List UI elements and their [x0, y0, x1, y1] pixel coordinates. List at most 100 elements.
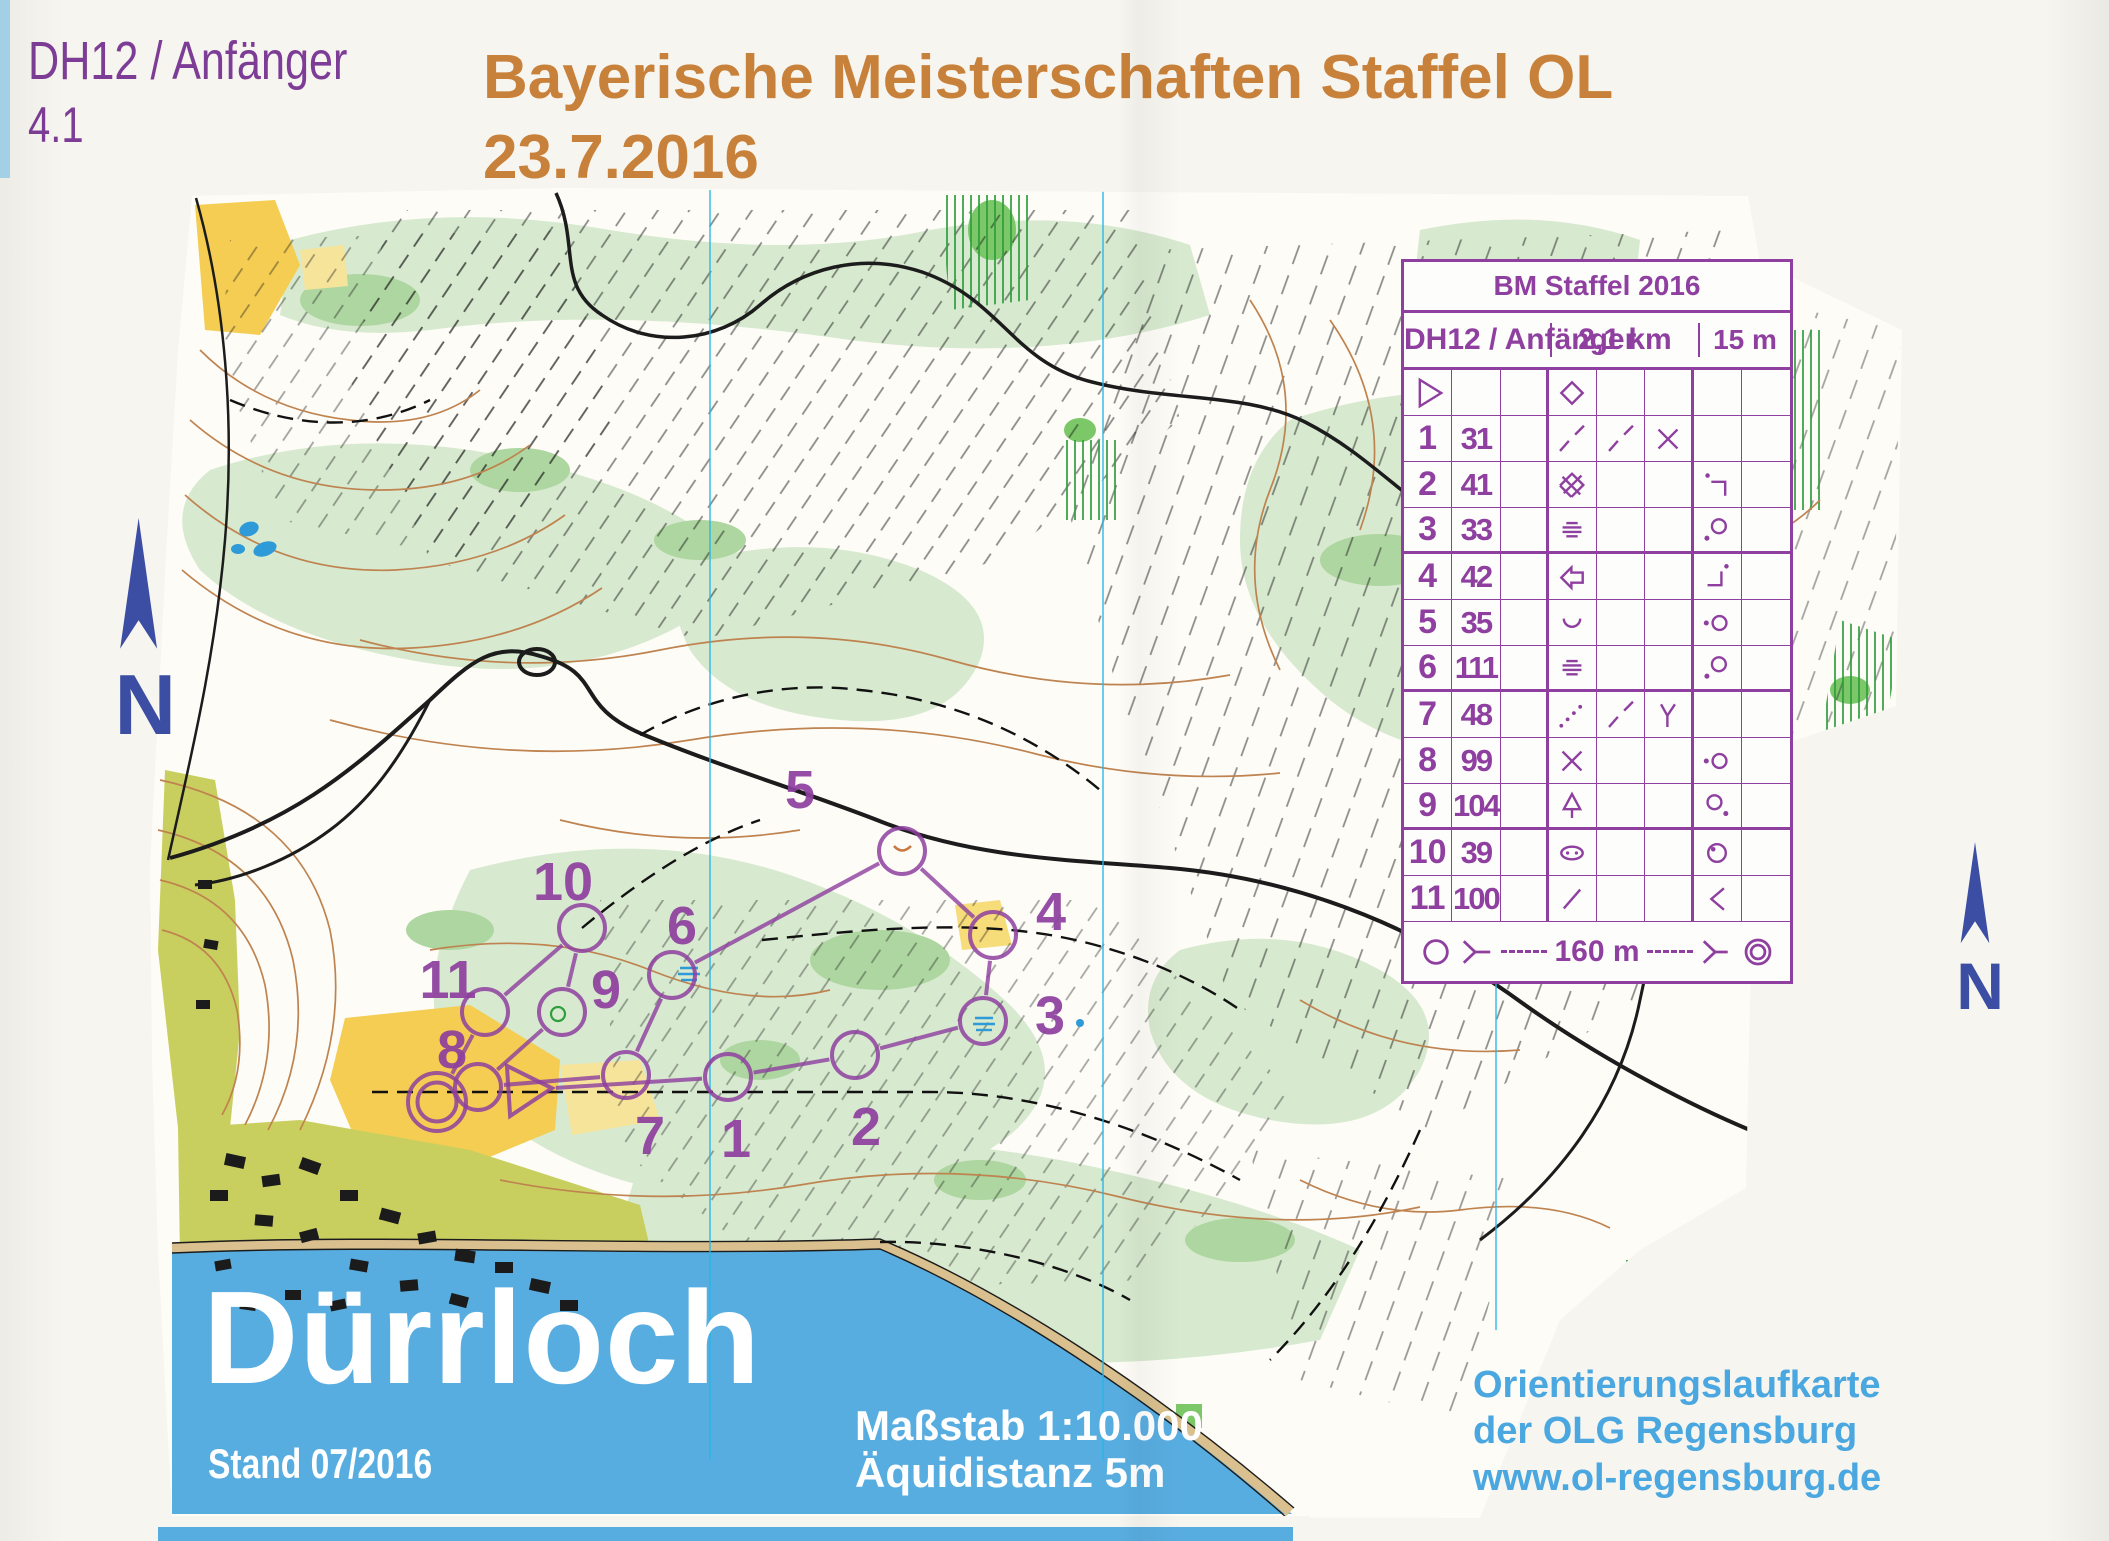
- control-description-cell: [1597, 600, 1646, 645]
- scan-bottom-strip: [158, 1527, 1293, 1541]
- path2dash-icon: [1559, 424, 1586, 452]
- control-description-cell: [1549, 830, 1597, 875]
- control-description-cell: [1597, 554, 1646, 599]
- course-leg-line: [503, 943, 564, 997]
- control-description-cell: [1501, 462, 1549, 507]
- map-credits: Orientierungslaufkarte der OLG Regensbur…: [1473, 1362, 1881, 1501]
- control-circle-3: [958, 996, 1008, 1046]
- scan-edge-artifact: [0, 0, 10, 178]
- circ-in-icon: [1707, 842, 1728, 863]
- control-description-cell: [1742, 554, 1790, 599]
- control-description-cell: [1549, 600, 1597, 645]
- control-card-length: 2,1 km: [1552, 323, 1700, 357]
- control-circle-10: [557, 903, 607, 953]
- control-card-class: DH12 / Anfänger: [1404, 323, 1637, 357]
- course-number: 4.1: [28, 97, 84, 153]
- svg-text:N: N: [114, 658, 176, 753]
- control-description-cell: [1742, 462, 1790, 507]
- control-description-cell: [1597, 646, 1646, 689]
- circ-w-icon: [1703, 752, 1728, 769]
- control-number-label: 4: [1036, 882, 1066, 942]
- control-description-cell: [1645, 600, 1694, 645]
- control-description-cell: 42: [1452, 554, 1501, 599]
- event-date: 23.7.2016: [483, 123, 759, 192]
- control-description-cell: [1501, 370, 1549, 415]
- finish-double-circle: [406, 1071, 468, 1133]
- control-number-label: 8: [437, 1020, 467, 1080]
- control-description-cell: [1549, 692, 1597, 737]
- control-description-cell: 48: [1452, 692, 1501, 737]
- control-description-cell: [1597, 830, 1646, 875]
- control-description-cell: [1645, 646, 1694, 689]
- control-number-label: 2: [851, 1097, 881, 1157]
- control-description-cell: [1597, 692, 1646, 737]
- control-description-cell: [1645, 370, 1694, 415]
- control-description-cell: [1694, 646, 1742, 689]
- control-description-cell: 9: [1404, 784, 1453, 827]
- finish-double-circle: [415, 1080, 459, 1124]
- control-description-cell: 39: [1452, 830, 1501, 875]
- x-icon: [1562, 750, 1583, 771]
- control-description-cell: 2: [1404, 462, 1453, 507]
- control-circle-11: [460, 987, 510, 1037]
- control-description-cell: [1452, 370, 1501, 415]
- control-description-cell: [1694, 370, 1742, 415]
- course-leg-line: [879, 1025, 959, 1051]
- control-description-cell: 7: [1404, 692, 1453, 737]
- x-icon: [1657, 428, 1679, 449]
- control-description-cell: 100: [1452, 876, 1501, 921]
- map-equidistance: Äquidistanz 5m: [855, 1449, 1166, 1497]
- credit-line: www.ol-regensburg.de: [1473, 1456, 1882, 1499]
- class-label: DH12 / Anfänger: [28, 31, 348, 91]
- corner-se-icon: [1707, 563, 1729, 586]
- finish-double-circle-icon: [1744, 938, 1771, 965]
- circ-w-icon: [1703, 614, 1728, 631]
- control-description-cell: [1549, 416, 1597, 461]
- event-title: Bayerische Meisterschaften Staffel OL: [483, 43, 1614, 112]
- control-description-cell: [1597, 370, 1646, 415]
- north-arrow-icon: N: [1956, 842, 2004, 1023]
- control-description-cell: 1: [1404, 416, 1453, 461]
- control-description-cell: [1597, 784, 1646, 827]
- control-description-cell: 111: [1452, 646, 1501, 689]
- control-description-cell: [1645, 508, 1694, 551]
- thicket-icon: [1559, 471, 1586, 498]
- map-name: Dürrloch: [203, 1264, 762, 1411]
- map-edition: Stand 07/2016: [208, 1440, 433, 1487]
- control-description-cell: [1549, 876, 1597, 921]
- udepr-icon: [1562, 617, 1582, 628]
- control-card-climb: 15 m: [1713, 324, 1777, 355]
- control-description-cell: [1549, 462, 1597, 507]
- control-description-cell: [1597, 876, 1646, 921]
- control-description-cell: 8: [1404, 738, 1453, 783]
- control-number-label: 11: [419, 950, 476, 1010]
- control-description-cell: [1501, 692, 1549, 737]
- control-description-cell: [1742, 830, 1790, 875]
- circ-sw-icon: [1704, 517, 1728, 541]
- control-description-cell: [1694, 738, 1742, 783]
- control-description-cell: [1645, 462, 1694, 507]
- control-number-label: 1: [721, 1109, 751, 1169]
- control-description-cell: [1404, 370, 1453, 415]
- control-description-cell: [1645, 692, 1694, 737]
- course-leg-line: [984, 960, 992, 996]
- course-leg-line: [635, 997, 663, 1053]
- control-description-row: 8 99: [1404, 738, 1790, 784]
- control-circle-6: [647, 950, 697, 1000]
- control-description-cell: [1501, 554, 1549, 599]
- control-description-cell: [1742, 370, 1790, 415]
- control-description-cell: [1742, 600, 1790, 645]
- control-description-cell: [1501, 416, 1549, 461]
- control-description-cell: [1549, 508, 1597, 551]
- north-arrow-icon: N: [114, 518, 176, 753]
- map-scale: Maßstab 1:10.000: [855, 1402, 1203, 1449]
- control-description-cell: [1694, 508, 1742, 551]
- control-description-row: 5 35: [1404, 600, 1790, 646]
- course-leg-line: [693, 861, 881, 965]
- spur-icon: [1559, 564, 1585, 591]
- finish-funnel-icon: [1702, 939, 1728, 964]
- control-description-cell: [1549, 784, 1597, 827]
- tree-icon: [1562, 791, 1583, 818]
- control-description-cell: [1597, 462, 1646, 507]
